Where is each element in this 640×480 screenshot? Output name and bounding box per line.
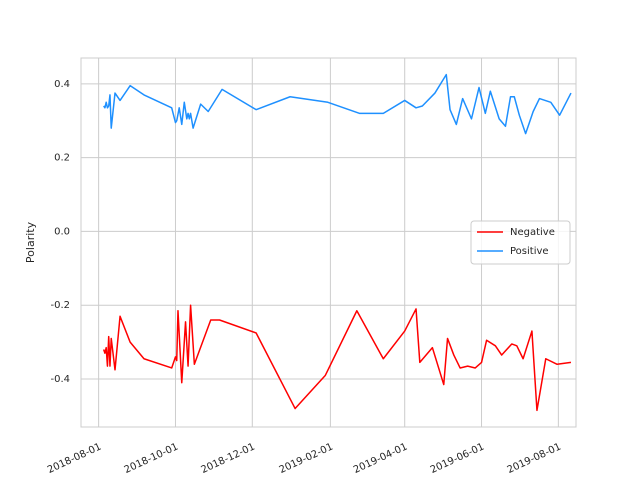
x-tick-label: 2018-08-01 [46,441,103,476]
x-tick-label: 2018-12-01 [200,441,257,476]
x-tick-label: 2019-06-01 [429,441,486,476]
y-tick-label: -0.4 [50,374,70,385]
y-tick-labels: -0.4 -0.2 0.0 0.2 0.4 [50,79,70,385]
series-line-positive [103,73,572,135]
x-tick-label: 2019-08-01 [506,441,563,476]
x-tick-labels: 2018-08-01 2018-10-01 2018-12-01 2019-02-01… [46,441,563,476]
series-line-negative [102,304,572,412]
series-lines [102,73,572,412]
legend: Negative Positive [470,220,571,265]
y-tick-label: 0.4 [54,79,70,90]
legend-label-positive: Positive [510,246,549,257]
y-tick-label: -0.2 [50,300,70,311]
plot-frame [80,57,577,428]
y-tick-label: 0.2 [54,153,70,164]
y-tick-label: 0.0 [54,226,70,237]
x-tick-label: 2019-02-01 [278,441,335,476]
legend-label-negative: Negative [510,227,555,238]
x-tick-label: 2019-04-01 [352,441,409,476]
x-tick-label: 2018-10-01 [123,441,180,476]
y-axis-label: Polarity [24,221,37,263]
